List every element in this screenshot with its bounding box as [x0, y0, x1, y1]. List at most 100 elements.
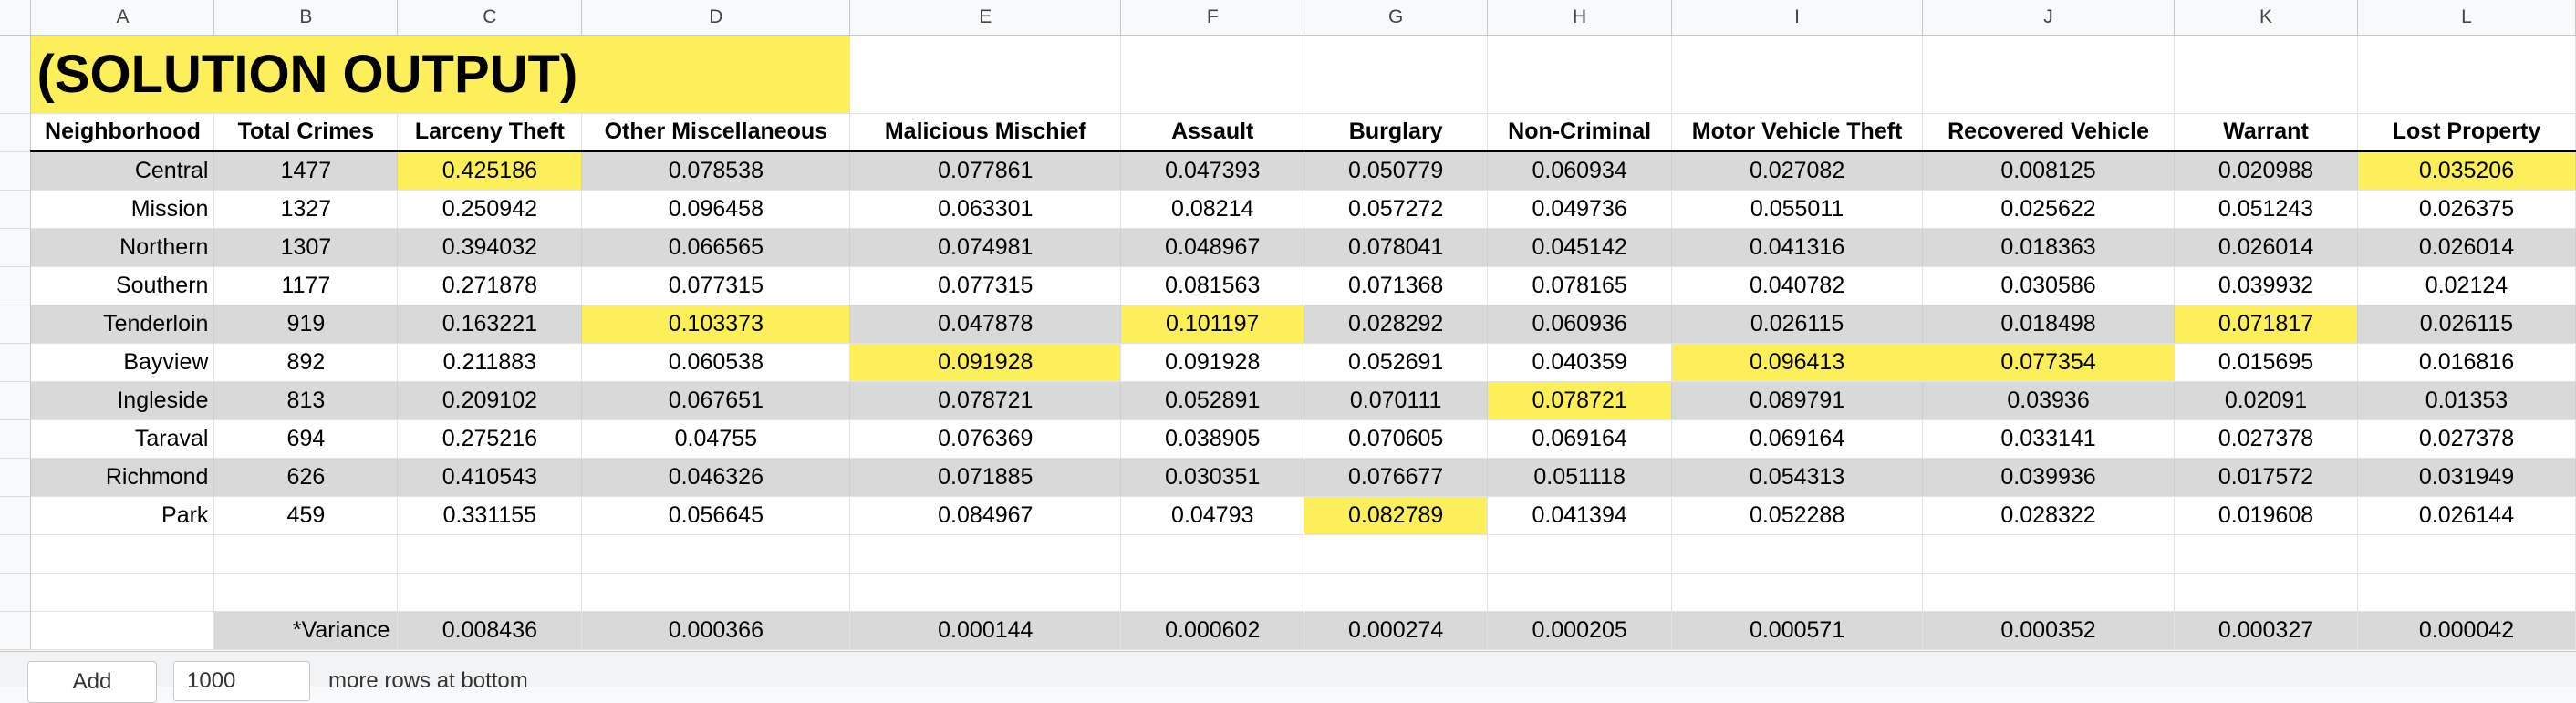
- highlighted-value-cell[interactable]: 0.077354: [1922, 343, 2176, 382]
- cell[interactable]: [1487, 534, 1673, 574]
- value-cell[interactable]: 0.091928: [1120, 343, 1305, 382]
- cell[interactable]: [2174, 534, 2358, 574]
- value-cell[interactable]: 0.077315: [581, 266, 851, 305]
- value-cell[interactable]: 813: [213, 381, 399, 420]
- row-header[interactable]: [0, 458, 32, 497]
- variance-value-cell[interactable]: 0.000602: [1120, 611, 1305, 650]
- variance-label[interactable]: *Variance: [213, 611, 399, 650]
- cell[interactable]: [1671, 534, 1924, 574]
- value-cell[interactable]: 0.02091: [2174, 381, 2358, 420]
- variance-value-cell[interactable]: 0.000327: [2174, 611, 2358, 650]
- value-cell[interactable]: 1477: [213, 151, 399, 191]
- row-header[interactable]: [0, 419, 32, 459]
- highlighted-value-cell[interactable]: 0.071817: [2174, 305, 2358, 344]
- cell[interactable]: [1487, 35, 1673, 114]
- highlighted-value-cell[interactable]: 0.078721: [1487, 381, 1673, 420]
- value-cell[interactable]: 0.074981: [849, 228, 1122, 267]
- value-cell[interactable]: 0.019608: [2174, 496, 2358, 535]
- column-header-i[interactable]: I: [1671, 0, 1924, 36]
- header-cell[interactable]: Neighborhood: [30, 113, 215, 152]
- neighborhood-cell[interactable]: Ingleside: [30, 381, 215, 420]
- value-cell[interactable]: 0.038905: [1120, 419, 1305, 459]
- cell[interactable]: [581, 573, 851, 612]
- row-header[interactable]: [0, 343, 32, 382]
- value-cell[interactable]: 0.071885: [849, 458, 1122, 497]
- value-cell[interactable]: 459: [213, 496, 399, 535]
- cell[interactable]: [2174, 573, 2358, 612]
- value-cell[interactable]: 0.271878: [397, 266, 583, 305]
- neighborhood-cell[interactable]: Tenderloin: [30, 305, 215, 344]
- row-header[interactable]: [0, 190, 32, 229]
- column-header-h[interactable]: H: [1487, 0, 1673, 36]
- variance-value-cell[interactable]: 0.000144: [849, 611, 1122, 650]
- value-cell[interactable]: 0.250942: [397, 190, 583, 229]
- sheet-title[interactable]: (SOLUTION OUTPUT): [30, 35, 851, 114]
- variance-value-cell[interactable]: 0.008436: [397, 611, 583, 650]
- value-cell[interactable]: 0.076677: [1304, 458, 1489, 497]
- row-header[interactable]: [0, 266, 32, 305]
- header-cell[interactable]: Recovered Vehicle: [1922, 113, 2176, 152]
- header-cell[interactable]: Assault: [1120, 113, 1305, 152]
- value-cell[interactable]: 0.063301: [849, 190, 1122, 229]
- neighborhood-cell[interactable]: Taraval: [30, 419, 215, 459]
- variance-value-cell[interactable]: 0.000366: [581, 611, 851, 650]
- cell[interactable]: [30, 611, 215, 650]
- value-cell[interactable]: 0.394032: [397, 228, 583, 267]
- value-cell[interactable]: 892: [213, 343, 399, 382]
- row-header[interactable]: [0, 534, 32, 574]
- value-cell[interactable]: 0.076369: [849, 419, 1122, 459]
- variance-value-cell[interactable]: 0.000571: [1671, 611, 1924, 650]
- value-cell[interactable]: 0.060934: [1487, 151, 1673, 191]
- value-cell[interactable]: 0.039932: [2174, 266, 2358, 305]
- value-cell[interactable]: 919: [213, 305, 399, 344]
- value-cell[interactable]: 0.078041: [1304, 228, 1489, 267]
- value-cell[interactable]: 0.08214: [1120, 190, 1305, 229]
- select-all-corner[interactable]: [0, 0, 32, 36]
- value-cell[interactable]: 0.026014: [2357, 228, 2576, 267]
- cell[interactable]: [849, 534, 1122, 574]
- value-cell[interactable]: 0.069164: [1487, 419, 1673, 459]
- variance-value-cell[interactable]: 0.000205: [1487, 611, 1673, 650]
- row-header[interactable]: [0, 573, 32, 612]
- value-cell[interactable]: 0.017572: [2174, 458, 2358, 497]
- value-cell[interactable]: 0.060936: [1487, 305, 1673, 344]
- header-cell[interactable]: Warrant: [2174, 113, 2358, 152]
- value-cell[interactable]: 0.331155: [397, 496, 583, 535]
- value-cell[interactable]: 0.084967: [849, 496, 1122, 535]
- column-header-a[interactable]: A: [30, 0, 215, 36]
- value-cell[interactable]: 0.028322: [1922, 496, 2176, 535]
- header-cell[interactable]: Malicious Mischief: [849, 113, 1122, 152]
- value-cell[interactable]: 0.054313: [1671, 458, 1924, 497]
- value-cell[interactable]: 0.039936: [1922, 458, 2176, 497]
- cell[interactable]: [849, 35, 1122, 114]
- header-cell[interactable]: Larceny Theft: [397, 113, 583, 152]
- value-cell[interactable]: 0.047393: [1120, 151, 1305, 191]
- value-cell[interactable]: 0.020988: [2174, 151, 2358, 191]
- value-cell[interactable]: 0.046326: [581, 458, 851, 497]
- value-cell[interactable]: 0.025622: [1922, 190, 2176, 229]
- value-cell[interactable]: 0.026115: [1671, 305, 1924, 344]
- neighborhood-cell[interactable]: Mission: [30, 190, 215, 229]
- value-cell[interactable]: 0.033141: [1922, 419, 2176, 459]
- value-cell[interactable]: 0.070111: [1304, 381, 1489, 420]
- neighborhood-cell[interactable]: Southern: [30, 266, 215, 305]
- cell[interactable]: [1120, 573, 1305, 612]
- variance-value-cell[interactable]: 0.000352: [1922, 611, 2176, 650]
- value-cell[interactable]: 0.048967: [1120, 228, 1305, 267]
- variance-value-cell[interactable]: 0.000274: [1304, 611, 1489, 650]
- column-header-c[interactable]: C: [397, 0, 583, 36]
- variance-value-cell[interactable]: 0.000042: [2357, 611, 2576, 650]
- value-cell[interactable]: 0.016816: [2357, 343, 2576, 382]
- value-cell[interactable]: 694: [213, 419, 399, 459]
- value-cell[interactable]: 0.057272: [1304, 190, 1489, 229]
- cell[interactable]: [581, 534, 851, 574]
- value-cell[interactable]: 0.051243: [2174, 190, 2358, 229]
- value-cell[interactable]: 0.015695: [2174, 343, 2358, 382]
- value-cell[interactable]: 0.03936: [1922, 381, 2176, 420]
- value-cell[interactable]: 0.030351: [1120, 458, 1305, 497]
- value-cell[interactable]: 0.163221: [397, 305, 583, 344]
- highlighted-value-cell[interactable]: 0.091928: [849, 343, 1122, 382]
- value-cell[interactable]: 0.056645: [581, 496, 851, 535]
- header-cell[interactable]: Other Miscellaneous: [581, 113, 851, 152]
- highlighted-value-cell[interactable]: 0.082789: [1304, 496, 1489, 535]
